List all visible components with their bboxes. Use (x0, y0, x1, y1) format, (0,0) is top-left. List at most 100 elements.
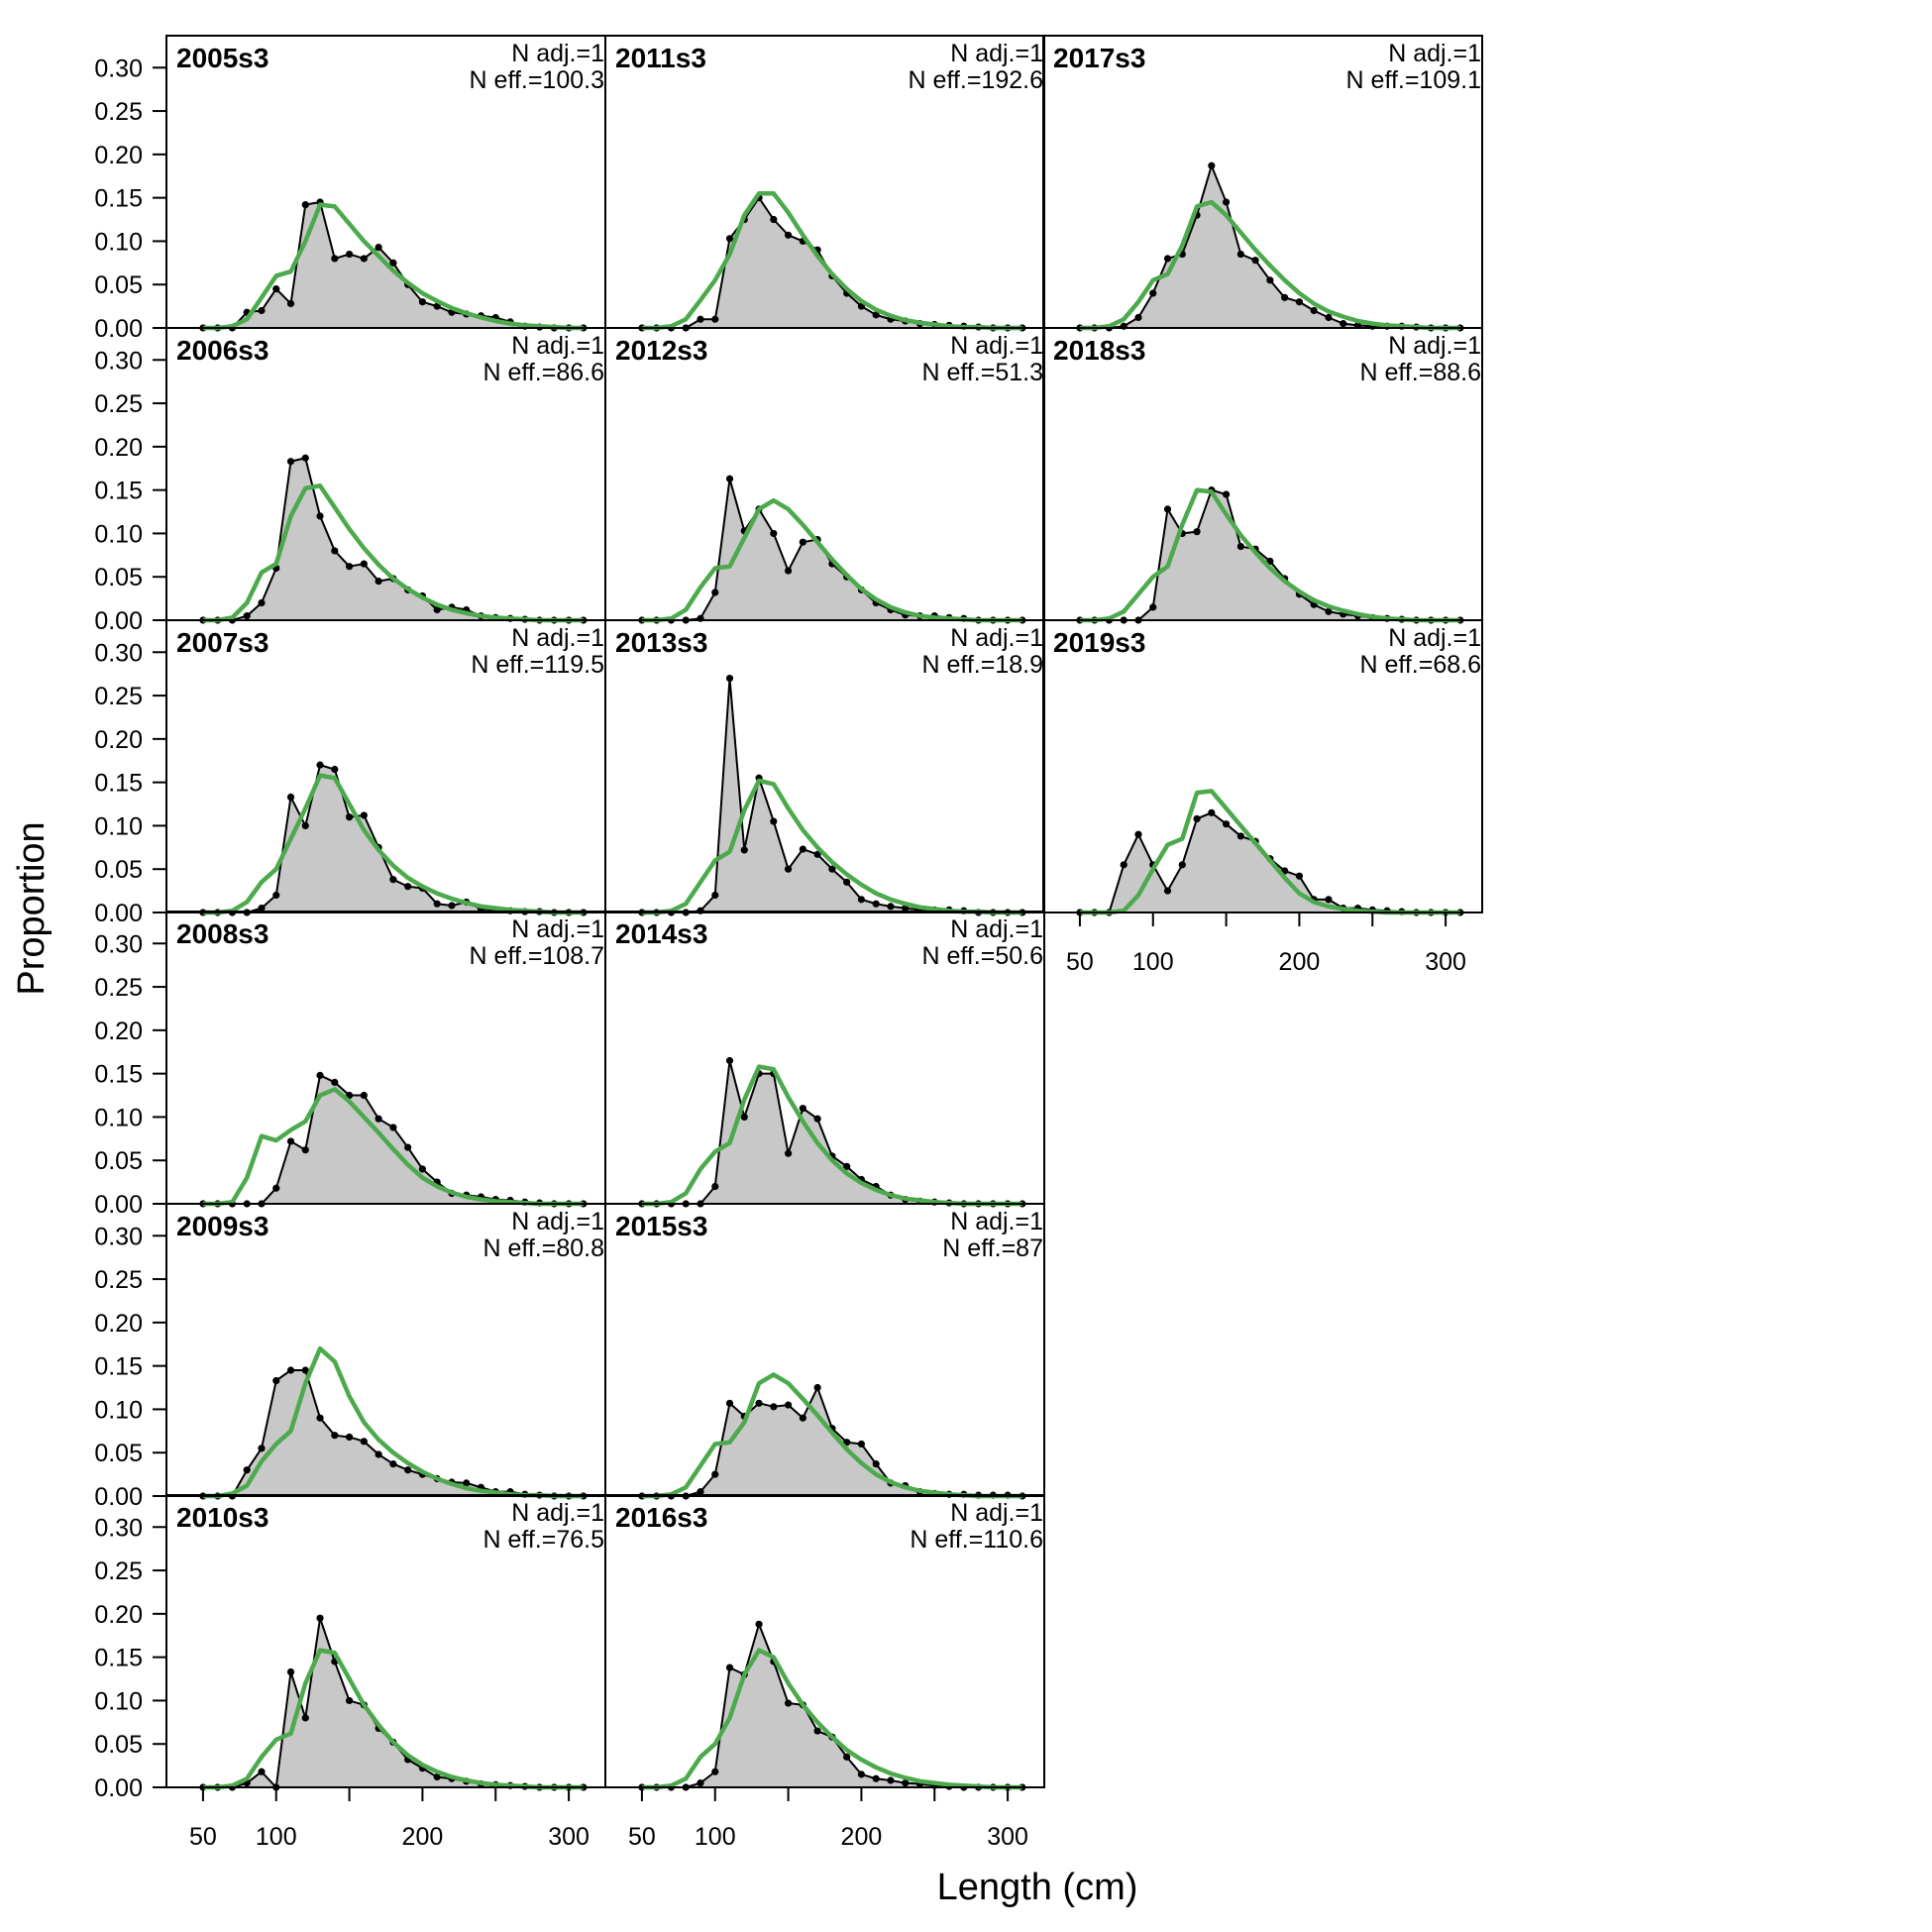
observed-area (202, 1618, 584, 1787)
observed-point (784, 567, 793, 575)
observed-point (872, 900, 880, 908)
observed-point (843, 878, 851, 886)
observed-point (286, 458, 295, 466)
observed-point (813, 1383, 821, 1392)
observed-point (857, 1771, 866, 1778)
n-adj-label: N adj.=1 (511, 624, 604, 652)
n-eff-label: N eff.=51.3 (921, 359, 1043, 386)
y-tick-label: 0.25 (94, 1557, 143, 1585)
observed-point (813, 1727, 821, 1735)
x-axis-title: Length (cm) (937, 1867, 1138, 1908)
observed-point (843, 1162, 851, 1170)
observed-point (711, 1470, 719, 1478)
observed-area (641, 678, 1022, 912)
panel-title: 2015s3 (615, 1211, 707, 1241)
panel-2012s3: 2012s3 N adj.=1N eff.=51.3 (604, 327, 1045, 624)
observed-point (799, 845, 806, 853)
observed-point (258, 1445, 266, 1452)
observed-point (872, 1459, 880, 1468)
observed-point (286, 793, 295, 802)
panel-title: 2012s3 (615, 335, 707, 366)
y-tick-label: 0.15 (94, 185, 143, 213)
n-adj-label: N adj.=1 (950, 1208, 1043, 1235)
y-tick-label: 0.30 (94, 347, 143, 375)
n-eff-label: N eff.=50.6 (921, 942, 1043, 970)
observed-point (740, 1113, 748, 1122)
observed-point (286, 1667, 295, 1676)
observed-point (872, 1774, 880, 1782)
y-tick-label: 0.20 (94, 1018, 143, 1045)
observed-point (258, 598, 266, 607)
observed-point (345, 250, 354, 259)
observed-point (360, 1091, 368, 1100)
panel-title: 2019s3 (1053, 627, 1145, 658)
y-tick-label: 0.10 (94, 812, 143, 840)
x-tick-label: 50 (628, 1823, 656, 1851)
n-adj-label: N adj.=1 (950, 915, 1043, 943)
observed-point (1236, 542, 1244, 551)
observed-area (641, 479, 1022, 620)
observed-point (1178, 861, 1186, 869)
n-eff-label: N eff.=76.5 (483, 1526, 604, 1554)
y-tick-label: 0.25 (94, 1266, 143, 1294)
y-tick-label: 0.00 (94, 900, 143, 927)
n-eff-label: N eff.=110.6 (910, 1526, 1043, 1554)
y-tick-label: 0.25 (94, 98, 143, 126)
observed-point (389, 1124, 397, 1131)
observed-point (799, 538, 806, 546)
y-axis: 0.00 0.05 0.10 0.15 0.20 0.25 0.30 0.00 0.05 0.10… (94, 54, 166, 1802)
y-tick-label: 0.20 (94, 726, 143, 754)
n-eff-label: N eff.=18.9 (921, 651, 1043, 679)
n-eff-label: N eff.=86.6 (483, 359, 604, 386)
observed-point (1222, 820, 1231, 828)
y-tick-label: 0.25 (94, 683, 143, 710)
observed-point (755, 1620, 763, 1628)
n-adj-label: N adj.=1 (511, 1499, 604, 1527)
observed-point (258, 1768, 266, 1775)
n-eff-label: N eff.=109.1 (1346, 66, 1481, 94)
observed-point (1208, 808, 1216, 816)
observed-point (799, 1105, 806, 1113)
observed-point (770, 215, 778, 224)
observed-point (286, 1366, 295, 1374)
x-axis: 50 100 200 300 50 100 200 300 50 100 200 300 (189, 912, 1466, 1851)
observed-point (418, 298, 427, 306)
observed-area (641, 1060, 1022, 1204)
expected-line (202, 1648, 584, 1790)
observed-point (770, 529, 778, 538)
y-tick-label: 0.05 (94, 856, 143, 884)
panel-2010s3: 2010s3 N adj.=1N eff.=76.5 (165, 1494, 606, 1791)
expected-line (1079, 199, 1460, 331)
observed-point (1222, 490, 1231, 498)
panel-title: 2011s3 (615, 43, 706, 73)
observed-point (784, 1699, 793, 1707)
y-tick-label: 0.20 (94, 1310, 143, 1338)
observed-point (301, 821, 309, 830)
y-tick-label: 0.00 (94, 315, 143, 343)
n-adj-label: N adj.=1 (511, 915, 604, 943)
panel-title: 2008s3 (176, 918, 268, 949)
observed-point (857, 896, 866, 904)
y-tick-label: 0.30 (94, 930, 143, 958)
observed-point (1134, 313, 1142, 322)
observed-point (1149, 289, 1157, 297)
panel-2017s3: 2017s3 N adj.=1N eff.=109.1 (1042, 35, 1483, 332)
observed-point (331, 1432, 339, 1440)
expected-line (202, 202, 584, 331)
y-tick-label: 0.15 (94, 770, 143, 798)
observed-point (1281, 293, 1289, 301)
n-adj-label: N adj.=1 (1388, 332, 1481, 360)
x-tick-label: 100 (695, 1823, 736, 1851)
observed-point (1340, 320, 1347, 328)
panel-2013s3: 2013s3 N adj.=1N eff.=18.9 (604, 619, 1045, 916)
x-tick-label: 200 (402, 1823, 444, 1851)
observed-point (272, 1184, 280, 1192)
observed-point (1325, 313, 1333, 322)
observed-point (711, 1182, 719, 1191)
observed-point (301, 454, 309, 462)
n-eff-label: N eff.=68.6 (1359, 651, 1481, 679)
y-tick-label: 0.10 (94, 520, 143, 548)
y-tick-label: 0.00 (94, 607, 143, 635)
expected-line (202, 483, 584, 623)
